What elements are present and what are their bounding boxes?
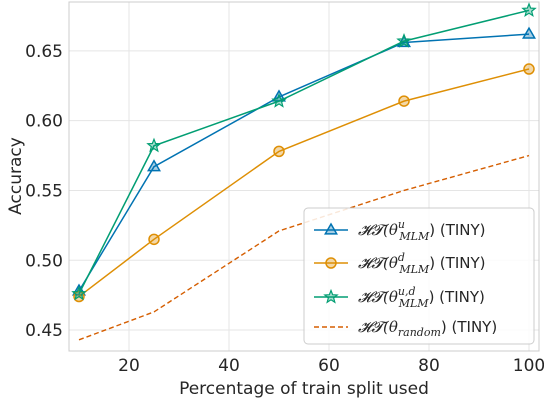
data-point bbox=[396, 32, 412, 48]
legend-marker bbox=[325, 257, 337, 269]
legend-label-suffix: ) (TINY) bbox=[441, 318, 497, 336]
data-point bbox=[71, 285, 87, 301]
series-line bbox=[78, 9, 530, 295]
x-tick-label: 60 bbox=[318, 356, 340, 376]
data-point bbox=[147, 159, 161, 172]
legend-label-superscript: d bbox=[398, 251, 405, 264]
legend-label-prefix: 𝓗𝓣(θ bbox=[358, 254, 398, 272]
data-point bbox=[522, 26, 536, 39]
legend-marker bbox=[324, 222, 338, 235]
legend-label: 𝓗𝓣(θd MLM) (TINY) bbox=[358, 251, 485, 276]
legend-label-suffix: ) (TINY) bbox=[429, 221, 485, 239]
legend-entry: 𝓗𝓣(θd MLM) (TINY) bbox=[314, 251, 485, 276]
legend-label: 𝓗𝓣(θrandom) (TINY) bbox=[358, 318, 497, 339]
plot-frame bbox=[68, 1, 540, 352]
x-tick-label: 100 bbox=[513, 356, 544, 376]
data-point bbox=[523, 63, 535, 75]
series-4 bbox=[78, 154, 530, 341]
y-tick-label: 0.55 bbox=[25, 181, 63, 201]
legend-entry: 𝓗𝓣(θu,d MLM) (TINY) bbox=[314, 285, 485, 310]
legend-label-superscript: u bbox=[398, 218, 405, 231]
x-tick-label: 80 bbox=[418, 356, 440, 376]
data-point bbox=[148, 233, 160, 246]
legend: 𝓗𝓣(θu MLM) (TINY)𝓗𝓣(θd MLM) (TINY)𝓗𝓣(θu,d M… bbox=[303, 207, 535, 345]
y-tick-label: 0.65 bbox=[25, 42, 63, 62]
series-3 bbox=[71, 2, 537, 301]
series-line bbox=[78, 33, 530, 292]
y-tick-label: 0.60 bbox=[25, 112, 63, 132]
legend-box bbox=[303, 207, 535, 345]
legend-label-suffix: ) (TINY) bbox=[429, 288, 485, 306]
data-point bbox=[146, 137, 162, 153]
legend-marker bbox=[323, 288, 339, 304]
legend-label: 𝓗𝓣(θu MLM) (TINY) bbox=[358, 218, 486, 243]
series-layer bbox=[71, 2, 537, 341]
tick-labels: 20 40 60 80 100 0.45 0.50 0.55 0.60 0.65 bbox=[25, 42, 544, 376]
legend-label-prefix: 𝓗𝓣(θ bbox=[358, 221, 398, 239]
legend-label-subscript: MLM bbox=[398, 263, 430, 276]
data-point bbox=[398, 95, 410, 107]
legend-label-suffix: ) (TINY) bbox=[429, 254, 485, 272]
x-axis-label: Percentage of train split used bbox=[179, 379, 429, 399]
series-line bbox=[78, 68, 530, 298]
legend-entry: 𝓗𝓣(θu MLM) (TINY) bbox=[314, 218, 486, 243]
legend-label-prefix: 𝓗𝓣(θ bbox=[358, 318, 398, 336]
y-tick-label: 0.50 bbox=[25, 251, 63, 271]
legend-label-subscript: random bbox=[398, 326, 441, 339]
legend-label-subscript: MLM bbox=[398, 230, 430, 243]
legend-label-superscript: u,d bbox=[398, 285, 416, 298]
legend-label-subscript: MLM bbox=[398, 297, 430, 310]
y-tick-label: 0.45 bbox=[25, 321, 63, 341]
data-point bbox=[273, 145, 285, 158]
data-point bbox=[271, 92, 287, 108]
y-axis-label: Accuracy bbox=[6, 137, 26, 215]
legend-entry: 𝓗𝓣(θrandom) (TINY) bbox=[314, 318, 497, 339]
data-point bbox=[521, 2, 537, 17]
legend-label-prefix: 𝓗𝓣(θ bbox=[358, 288, 398, 306]
x-tick-label: 40 bbox=[218, 356, 240, 376]
x-tick-label: 20 bbox=[118, 356, 140, 376]
legend-label: 𝓗𝓣(θu,d MLM) (TINY) bbox=[358, 285, 485, 310]
series-2 bbox=[73, 63, 535, 303]
series-line bbox=[78, 154, 530, 341]
